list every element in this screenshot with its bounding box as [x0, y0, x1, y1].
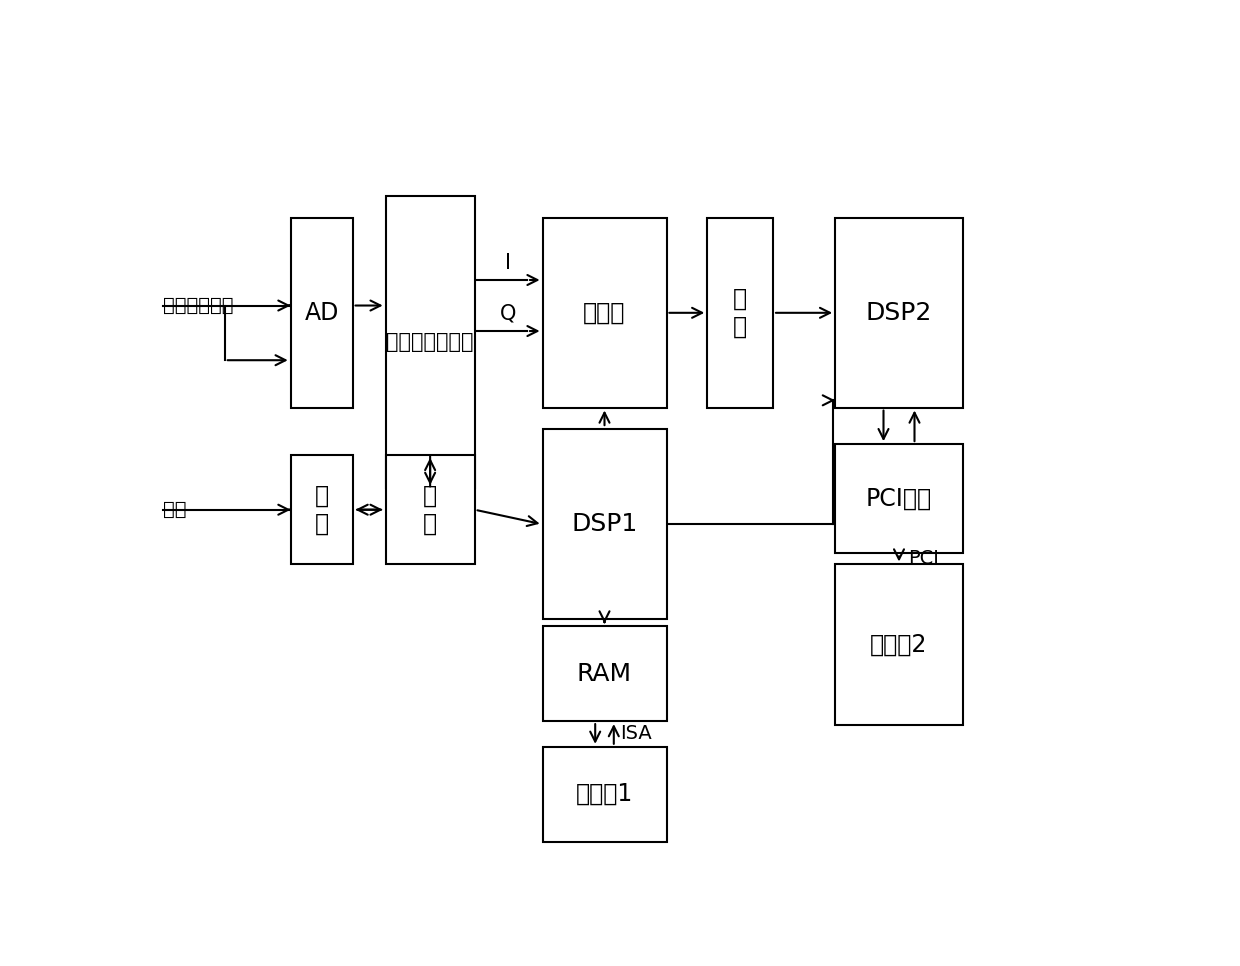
- Text: PCI: PCI: [908, 550, 939, 568]
- FancyBboxPatch shape: [290, 455, 352, 564]
- FancyBboxPatch shape: [543, 747, 667, 841]
- FancyBboxPatch shape: [543, 626, 667, 722]
- FancyBboxPatch shape: [543, 218, 667, 408]
- Text: I: I: [505, 253, 511, 272]
- FancyBboxPatch shape: [386, 196, 475, 488]
- FancyBboxPatch shape: [835, 444, 963, 554]
- Text: 时钟: 时钟: [162, 500, 186, 519]
- Text: 工控机1: 工控机1: [575, 782, 634, 806]
- Text: 差
分: 差 分: [315, 484, 329, 535]
- Text: 工控机2: 工控机2: [870, 633, 928, 657]
- FancyBboxPatch shape: [835, 564, 963, 724]
- Text: PCI接口: PCI接口: [866, 487, 932, 511]
- Text: 气象回波信号: 气象回波信号: [162, 296, 233, 315]
- Text: ISA: ISA: [620, 724, 652, 744]
- FancyBboxPatch shape: [835, 218, 963, 408]
- Text: 预处理: 预处理: [583, 300, 626, 325]
- Text: 缓
冲: 缓 冲: [733, 287, 748, 339]
- Text: 数字中频接收机: 数字中频接收机: [387, 332, 474, 352]
- Text: 定
时: 定 时: [423, 484, 438, 535]
- Text: RAM: RAM: [577, 662, 632, 686]
- Text: DSP2: DSP2: [866, 300, 932, 325]
- FancyBboxPatch shape: [707, 218, 773, 408]
- FancyBboxPatch shape: [290, 218, 352, 408]
- Text: AD: AD: [305, 300, 339, 325]
- Text: Q: Q: [500, 303, 516, 324]
- Text: DSP1: DSP1: [572, 512, 637, 536]
- FancyBboxPatch shape: [543, 430, 667, 619]
- FancyBboxPatch shape: [386, 455, 475, 564]
